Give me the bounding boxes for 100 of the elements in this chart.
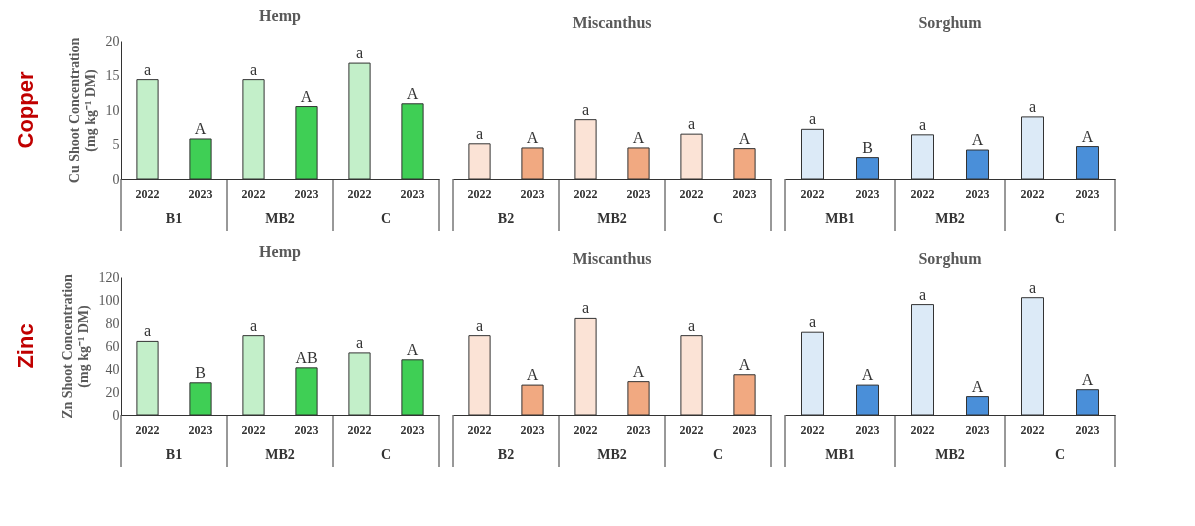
text: MB2	[935, 447, 965, 462]
data-label: a	[249, 60, 258, 78]
x-tick-label: 2023	[294, 422, 319, 437]
text: MB2	[265, 447, 295, 462]
x-tick-label: 2022	[800, 422, 825, 437]
data-label: a	[808, 313, 817, 331]
x-tick-label: 2022	[241, 186, 266, 201]
x-tick-label: 2023	[520, 422, 545, 437]
y-axis-title: Zn Shoot Concentration (mg kg⁻¹ DM)	[59, 273, 92, 419]
text: C	[1054, 447, 1066, 462]
data-label: a	[143, 60, 152, 78]
text: B1	[165, 211, 183, 226]
x-tick-label: 2022	[347, 186, 372, 201]
text: MB2	[597, 211, 627, 226]
data-label: a	[687, 115, 696, 133]
x-tick-label: 2023	[188, 186, 213, 201]
text: B1	[165, 447, 183, 462]
data-label: a	[918, 115, 927, 133]
data-label: A	[632, 362, 645, 380]
chart-title: Hemp	[259, 243, 301, 261]
x-tick-label: 2023	[732, 422, 757, 437]
x-tick-label: 2022	[800, 186, 825, 201]
y-tick-label: 100	[98, 292, 120, 308]
data-label: B	[862, 138, 873, 156]
data-label: A	[526, 128, 539, 146]
y-tick-label: 120	[98, 269, 120, 285]
data-label: a	[581, 100, 590, 118]
text: C	[380, 447, 392, 462]
x-tick-label: 2023	[965, 186, 990, 201]
y-axis-title: Cu Shoot Concentration (mg kg⁻¹ DM)	[66, 37, 99, 184]
x-tick-label: 2022	[135, 186, 160, 201]
chart-title: Sorghum	[918, 250, 983, 268]
x-tick-label: 2022	[135, 422, 160, 437]
y-tick-label: 0	[112, 407, 120, 423]
data-label: A	[971, 377, 984, 395]
x-tick-label: 2023	[520, 186, 545, 201]
x-tick-label: 2022	[1020, 422, 1045, 437]
chart-title: Miscanthus	[572, 250, 652, 267]
data-label: A	[1081, 127, 1094, 145]
text: MB1	[825, 211, 855, 226]
data-label: a	[355, 333, 364, 351]
x-tick-label: 2022	[910, 186, 935, 201]
x-tick-label: 2023	[855, 422, 880, 437]
chart-title: Miscanthus	[572, 14, 652, 31]
x-tick-label: 2022	[467, 422, 492, 437]
y-tick-label: 5	[112, 137, 120, 152]
y-tick-label: 20	[105, 384, 120, 400]
text: C	[1054, 211, 1066, 226]
text: MB2	[935, 211, 965, 226]
x-tick-label: 2023	[294, 186, 319, 201]
data-label: a	[808, 110, 817, 128]
data-label: A	[406, 84, 419, 102]
x-tick-label: 2023	[626, 186, 651, 201]
text: Zinc	[13, 323, 38, 369]
x-tick-label: 2023	[400, 186, 425, 201]
chart-title: Sorghum	[918, 14, 983, 32]
x-tick-label: 2022	[679, 186, 704, 201]
data-label: a	[687, 316, 696, 334]
x-tick-label: 2022	[347, 422, 372, 437]
data-label: a	[475, 124, 484, 142]
y-tick-label: 0	[112, 171, 120, 187]
x-tick-label: 2022	[241, 422, 266, 437]
data-label: a	[475, 316, 484, 334]
data-label: a	[1028, 278, 1037, 296]
data-label: a	[143, 322, 152, 340]
x-tick-label: 2022	[467, 186, 492, 201]
data-label: A	[300, 87, 313, 105]
data-label: A	[738, 355, 751, 373]
text: MB1	[825, 447, 855, 462]
data-label: A	[738, 129, 751, 147]
text: Copper	[13, 71, 38, 149]
data-label: A	[971, 131, 984, 149]
text: MB2	[597, 447, 627, 462]
data-label: B	[195, 363, 206, 381]
y-tick-label: 60	[105, 338, 120, 354]
x-tick-label: 2023	[1075, 186, 1100, 201]
data-label: a	[918, 285, 927, 303]
y-tick-label: 20	[105, 33, 120, 49]
data-label: A	[632, 128, 645, 146]
text: C	[380, 211, 392, 226]
y-tick-label: 15	[105, 68, 120, 83]
x-tick-label: 2022	[910, 422, 935, 437]
x-tick-label: 2022	[1020, 186, 1045, 201]
data-label: a	[355, 44, 364, 62]
data-label: AB	[295, 348, 318, 366]
x-tick-label: 2023	[732, 186, 757, 201]
data-label: a	[1028, 97, 1037, 115]
x-tick-label: 2022	[573, 186, 598, 201]
x-tick-label: 2022	[573, 422, 598, 437]
y-tick-label: 40	[105, 361, 120, 377]
x-tick-label: 2023	[400, 422, 425, 437]
y-tick-label: 80	[105, 315, 120, 331]
text: B2	[497, 211, 515, 226]
x-tick-label: 2023	[1075, 422, 1100, 437]
x-tick-label: 2023	[855, 186, 880, 201]
data-label: a	[581, 299, 590, 317]
data-label: A	[406, 340, 419, 358]
data-label: A	[194, 119, 207, 137]
data-label: A	[526, 366, 539, 384]
y-tick-label: 10	[105, 102, 120, 118]
